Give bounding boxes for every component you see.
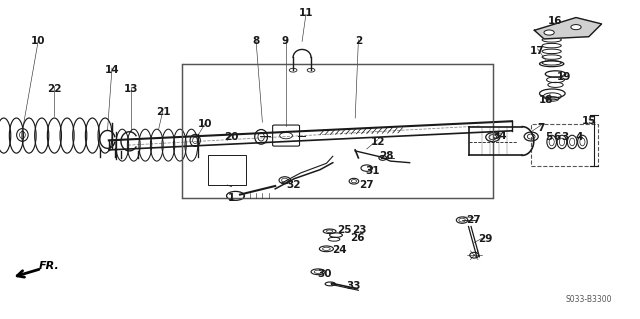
Text: 27: 27 bbox=[360, 180, 374, 190]
Text: 6: 6 bbox=[553, 132, 561, 142]
Text: 5: 5 bbox=[545, 132, 553, 142]
Text: 33: 33 bbox=[347, 280, 361, 291]
Text: 24: 24 bbox=[332, 245, 346, 256]
Text: 17: 17 bbox=[531, 46, 545, 56]
Text: S033-B3300: S033-B3300 bbox=[566, 295, 612, 304]
Text: 15: 15 bbox=[582, 116, 596, 126]
Text: 20: 20 bbox=[225, 132, 239, 142]
Text: 22: 22 bbox=[47, 84, 61, 94]
Polygon shape bbox=[534, 18, 602, 39]
Text: 1: 1 bbox=[228, 193, 236, 203]
Text: 30: 30 bbox=[317, 269, 332, 279]
Text: 11: 11 bbox=[299, 8, 313, 18]
Text: 10: 10 bbox=[31, 36, 45, 47]
Text: 7: 7 bbox=[537, 122, 545, 133]
Text: 25: 25 bbox=[337, 225, 351, 235]
Text: 16: 16 bbox=[548, 16, 563, 26]
Text: 2: 2 bbox=[355, 36, 362, 47]
Text: 14: 14 bbox=[105, 65, 119, 75]
Text: 18: 18 bbox=[540, 95, 554, 106]
Text: 12: 12 bbox=[371, 137, 385, 147]
Circle shape bbox=[544, 30, 554, 35]
Text: 9: 9 bbox=[281, 36, 289, 47]
Text: 27: 27 bbox=[467, 215, 481, 225]
Text: 34: 34 bbox=[492, 130, 506, 141]
Text: 4: 4 bbox=[575, 132, 583, 142]
Text: 32: 32 bbox=[286, 180, 300, 190]
Text: 29: 29 bbox=[478, 234, 492, 244]
Text: 21: 21 bbox=[156, 107, 170, 117]
Text: 28: 28 bbox=[380, 151, 394, 161]
Text: 31: 31 bbox=[365, 166, 380, 176]
Circle shape bbox=[571, 25, 581, 30]
Text: 10: 10 bbox=[198, 119, 212, 130]
Text: 3: 3 bbox=[561, 132, 568, 142]
Text: 23: 23 bbox=[353, 225, 367, 235]
Text: 13: 13 bbox=[124, 84, 138, 94]
Text: 26: 26 bbox=[350, 233, 364, 243]
Text: 19: 19 bbox=[557, 71, 572, 82]
Text: 8: 8 bbox=[252, 36, 260, 47]
Text: FR.: FR. bbox=[38, 261, 59, 271]
